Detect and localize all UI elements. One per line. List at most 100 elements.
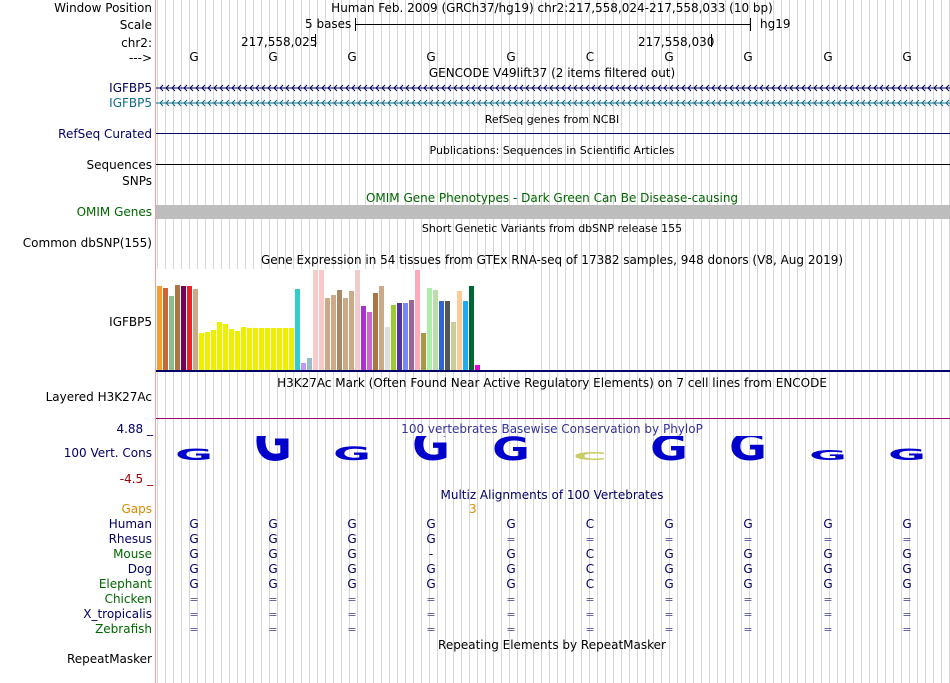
omim-title[interactable]: OMIM Gene Phenotypes - Dark Green Can Be… <box>365 191 739 205</box>
gtex-tissue-bar[interactable] <box>379 286 384 370</box>
species-label[interactable]: X_tropicalis <box>83 607 152 621</box>
gtex-tissue-bar[interactable] <box>223 324 228 370</box>
repeatmasker-label[interactable]: RepeatMasker <box>66 652 152 666</box>
gtex-tissue-bar[interactable] <box>163 288 168 370</box>
h3k27ac-label[interactable]: Layered H3K27Ac <box>45 390 152 404</box>
gtex-tissue-bar[interactable] <box>355 270 360 370</box>
species-label[interactable]: Zebrafish <box>95 622 152 636</box>
h3k27ac-title[interactable]: H3K27Ac Mark (Often Found Near Active Re… <box>277 376 827 390</box>
gtex-tissue-bar[interactable] <box>367 312 372 370</box>
species-label[interactable]: Dog <box>127 562 152 576</box>
strand-chevron <box>297 84 302 92</box>
gtex-tissue-bar[interactable] <box>325 298 330 370</box>
gtex-tissue-bar[interactable] <box>157 286 162 370</box>
multiz-title[interactable]: Multiz Alignments of 100 Vertebrates <box>440 488 664 502</box>
gtex-tissue-bar[interactable] <box>343 298 348 370</box>
gtex-tissue-bar[interactable] <box>265 328 270 370</box>
species-label[interactable]: Rhesus <box>108 532 152 546</box>
gtex-tissue-bar[interactable] <box>457 291 462 370</box>
gtex-bar-chart[interactable] <box>156 269 536 370</box>
gtex-tissue-bar[interactable] <box>385 327 390 370</box>
publications-title[interactable]: Publications: Sequences in Scientific Ar… <box>429 144 675 157</box>
gtex-tissue-bar[interactable] <box>391 305 396 370</box>
h3k27ac-signal-line[interactable] <box>156 418 950 419</box>
species-label[interactable]: Mouse <box>113 547 152 561</box>
snps-label[interactable]: SNPs <box>122 174 152 188</box>
dbsnp-label[interactable]: Common dbSNP(155) <box>22 236 152 250</box>
gtex-tissue-bar[interactable] <box>277 328 282 370</box>
omim-label[interactable]: OMIM Genes <box>76 205 152 219</box>
gtex-tissue-bar[interactable] <box>421 333 426 370</box>
strand-chevron <box>819 84 824 92</box>
gtex-tissue-bar[interactable] <box>427 288 432 370</box>
gtex-tissue-bar[interactable] <box>469 286 474 370</box>
scale-label: Scale <box>119 18 152 32</box>
gtex-tissue-bar[interactable] <box>295 289 300 370</box>
gtex-tissue-bar[interactable] <box>193 289 198 370</box>
gtex-tissue-bar[interactable] <box>289 328 294 370</box>
gencode-track1-transcript[interactable] <box>156 82 950 94</box>
gtex-tissue-bar[interactable] <box>331 295 336 370</box>
gtex-tissue-bar[interactable] <box>217 322 222 370</box>
publications-label[interactable]: Sequences <box>86 158 152 172</box>
gtex-tissue-bar[interactable] <box>439 301 444 370</box>
gtex-tissue-bar[interactable] <box>337 290 342 370</box>
gencode-track2-transcript[interactable] <box>156 97 950 109</box>
refseq-label[interactable]: RefSeq Curated <box>58 127 152 141</box>
gtex-tissue-bar[interactable] <box>463 301 468 370</box>
gtex-tissue-bar[interactable] <box>445 301 450 370</box>
phylop-label[interactable]: 100 Vert. Cons <box>63 446 152 460</box>
gtex-tissue-bar[interactable] <box>211 330 216 370</box>
gtex-tissue-bar[interactable] <box>229 329 234 370</box>
species-label[interactable]: Chicken <box>104 592 152 606</box>
gtex-title[interactable]: Gene Expression in 54 tissues from GTEx … <box>260 253 844 267</box>
gencode-track1-label[interactable]: IGFBP5 <box>109 81 152 95</box>
gtex-tissue-bar[interactable] <box>373 293 378 370</box>
gtex-tissue-bar[interactable] <box>205 332 210 370</box>
gtex-tissue-bar[interactable] <box>307 358 312 370</box>
species-label[interactable]: Human <box>108 517 152 531</box>
gtex-tissue-bar[interactable] <box>451 322 456 370</box>
gtex-tissue-bar[interactable] <box>409 300 414 370</box>
gtex-tissue-bar[interactable] <box>181 286 186 370</box>
gtex-tissue-bar[interactable] <box>415 270 420 370</box>
gaps-label[interactable]: Gaps <box>121 502 152 516</box>
strand-chevron <box>213 99 218 107</box>
dbsnp-title[interactable]: Short Genetic Variants from dbSNP releas… <box>421 222 683 235</box>
gtex-tissue-bar[interactable] <box>199 333 204 370</box>
gtex-tissue-bar[interactable] <box>271 328 276 370</box>
alignment-base: = <box>189 593 199 606</box>
phylop-title[interactable]: 100 vertebrates Basewise Conservation by… <box>401 422 703 436</box>
assembly-label: hg19 <box>760 17 791 31</box>
omim-feature-bar[interactable] <box>156 205 950 219</box>
gtex-tissue-bar[interactable] <box>259 328 264 370</box>
gtex-tissue-bar[interactable] <box>475 365 480 370</box>
gencode-title[interactable]: GENCODE V49lift37 (2 items filtered out) <box>428 66 676 80</box>
gtex-tissue-bar[interactable] <box>235 331 240 370</box>
gtex-tissue-bar[interactable] <box>319 270 324 370</box>
publications-line[interactable] <box>156 164 950 165</box>
gtex-tissue-bar[interactable] <box>301 363 306 370</box>
gtex-tissue-bar[interactable] <box>241 327 246 370</box>
gtex-tissue-bar[interactable] <box>253 328 258 370</box>
repeatmasker-title[interactable]: Repeating Elements by RepeatMasker <box>438 638 666 652</box>
gtex-tissue-bar[interactable] <box>433 290 438 370</box>
gtex-tissue-bar[interactable] <box>283 328 288 370</box>
gtex-tissue-bar[interactable] <box>175 285 180 370</box>
gtex-tissue-bar[interactable] <box>247 328 252 370</box>
gtex-tissue-bar[interactable] <box>187 286 192 370</box>
gtex-baseline <box>156 370 950 372</box>
refseq-line[interactable] <box>156 133 950 134</box>
species-label[interactable]: Elephant <box>98 577 152 591</box>
gencode-track2-label[interactable]: IGFBP5 <box>109 96 152 110</box>
gtex-tissue-bar[interactable] <box>313 270 318 370</box>
coord-right-tick <box>711 34 712 47</box>
gtex-tissue-bar[interactable] <box>403 303 408 370</box>
gtex-tissue-bar[interactable] <box>349 291 354 370</box>
refseq-title[interactable]: RefSeq genes from NCBI <box>484 113 620 126</box>
gtex-tissue-bar[interactable] <box>397 303 402 370</box>
gtex-tissue-bar[interactable] <box>169 296 174 370</box>
gtex-tissue-bar[interactable] <box>361 306 366 370</box>
gtex-label[interactable]: IGFBP5 <box>109 315 152 329</box>
